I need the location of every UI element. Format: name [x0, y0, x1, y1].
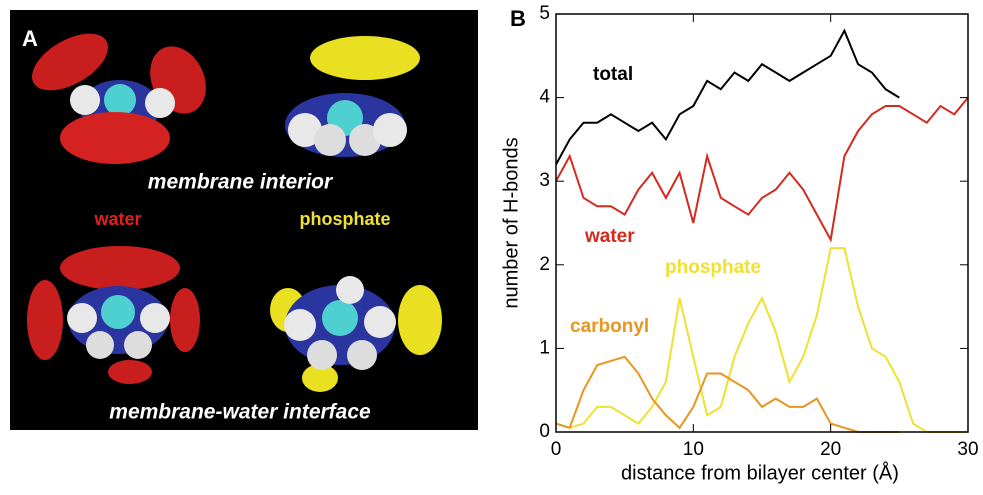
panel-label: B: [510, 6, 526, 31]
y-tick-label: 1: [539, 337, 550, 358]
atom: [336, 276, 364, 304]
phosphate-density: [398, 285, 442, 355]
atom: [101, 295, 135, 329]
atom: [349, 124, 381, 156]
water-density: [60, 112, 170, 164]
phosphate-density: [310, 36, 420, 80]
render-background: [10, 10, 478, 430]
y-tick-label: 3: [539, 170, 550, 191]
y-tick-label: 4: [539, 87, 550, 108]
y-tick-label: 2: [539, 254, 550, 275]
water-density: [27, 280, 63, 360]
x-tick-label: 20: [820, 439, 841, 460]
series-line: [555, 247, 968, 433]
series-line: [555, 28, 900, 165]
x-tick-label: 0: [551, 439, 562, 460]
atom: [70, 85, 100, 115]
atom: [284, 309, 316, 341]
atom: [307, 340, 337, 370]
water-density: [32, 33, 108, 91]
atom: [322, 300, 358, 336]
atom: [347, 340, 377, 370]
water-density: [108, 360, 152, 384]
series-line: [555, 96, 969, 243]
caption: membrane interior: [148, 171, 334, 194]
atom: [364, 306, 396, 338]
caption: membrane-water interface: [109, 401, 371, 424]
atom: [314, 124, 346, 156]
series-label: water: [584, 226, 635, 247]
label: phosphate: [299, 209, 390, 229]
x-tick-label: 30: [957, 439, 978, 460]
water-density: [170, 288, 200, 352]
atom: [67, 303, 97, 333]
atom: [140, 303, 170, 333]
phosphate-density: [302, 364, 338, 392]
x-axis-label: distance from bilayer center (Å): [621, 461, 899, 484]
atom: [373, 113, 407, 147]
y-tick-label: 0: [539, 421, 550, 442]
series-label: total: [593, 64, 633, 85]
water-density: [60, 246, 180, 290]
panel-b: B distance from bilayer center (Å) numbe…: [500, 3, 978, 484]
atom: [104, 84, 136, 116]
atom: [124, 331, 152, 359]
x-tick-label: 10: [683, 439, 704, 460]
series-line: [555, 355, 900, 433]
y-axis-label: number of H-bonds: [500, 137, 522, 308]
atom: [86, 331, 114, 359]
panel-label: A: [22, 26, 38, 51]
label: water: [93, 209, 141, 229]
atom: [145, 88, 175, 118]
series-label: carbonyl: [570, 316, 649, 337]
atom: [288, 113, 322, 147]
plot-frame: [555, 13, 969, 433]
y-tick-label: 5: [539, 3, 550, 24]
panel-a: A membrane interior water phosphate memb…: [10, 10, 478, 430]
series-label: phosphate: [665, 257, 761, 278]
